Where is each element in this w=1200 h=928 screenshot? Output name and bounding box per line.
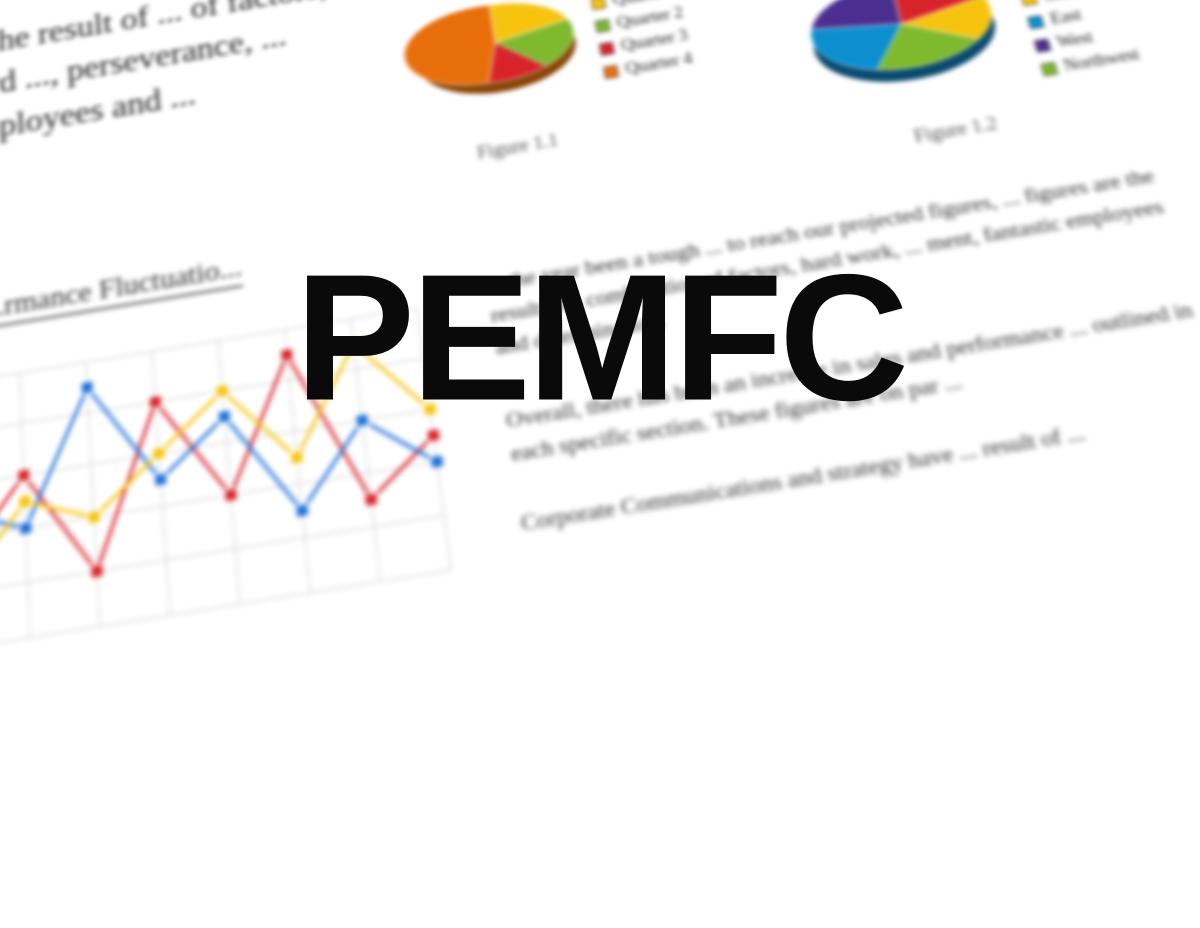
legend-swatch (603, 64, 619, 78)
legend-swatch (591, 0, 606, 10)
upper-left-body-text: ... the result of ... of factors, hard .… (0, 0, 359, 155)
pie-chart-2 (783, 0, 1028, 128)
legend-swatch (1021, 0, 1038, 6)
pie-1-svg (396, 0, 601, 140)
pie-1-legend: Quarter 1 Quarter 2 Quarter 3 Quarter 4 (590, 0, 695, 84)
legend-swatch (599, 41, 615, 55)
legend-swatch (595, 18, 611, 32)
pie-2-caption: Figure 1.2 (912, 114, 1000, 148)
legend-swatch (1027, 15, 1044, 29)
pie-2-svg (783, 0, 1028, 128)
pie-chart-1 (396, 0, 601, 140)
background-document: ... the result of ... of factors, hard .… (0, 0, 1200, 921)
legend-swatch (1041, 61, 1058, 76)
pie-2-legend: North South East West Northwest (1012, 0, 1142, 82)
pie-1-caption: Figure 1.1 (476, 130, 560, 164)
overlay-title: PEMFC (295, 234, 905, 441)
legend-swatch (1034, 38, 1051, 52)
